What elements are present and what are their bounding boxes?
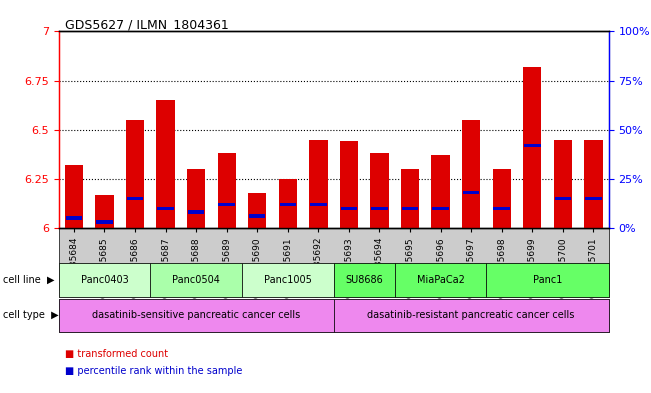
Text: SU8686: SU8686	[345, 275, 383, 285]
Text: cell line  ▶: cell line ▶	[3, 275, 55, 285]
Text: Panc1: Panc1	[533, 275, 562, 285]
Bar	[462, 120, 480, 228]
Bar	[310, 203, 327, 206]
Bar	[248, 193, 266, 228]
Bar	[523, 67, 542, 228]
Bar	[493, 207, 510, 210]
Text: cell type  ▶: cell type ▶	[3, 310, 59, 320]
Bar	[187, 169, 205, 228]
Text: Panc0403: Panc0403	[81, 275, 128, 285]
Bar	[585, 197, 602, 200]
Bar	[340, 207, 357, 210]
Bar	[555, 197, 571, 200]
Bar	[188, 210, 204, 214]
Bar	[402, 207, 419, 210]
Bar	[309, 140, 327, 228]
Bar	[432, 207, 449, 210]
Bar	[127, 197, 143, 200]
Bar	[249, 215, 266, 218]
Bar	[158, 207, 174, 210]
Bar	[217, 153, 236, 228]
Bar	[493, 169, 511, 228]
Text: ■ transformed count: ■ transformed count	[65, 349, 168, 359]
Bar	[279, 203, 296, 206]
Text: ■ percentile rank within the sample: ■ percentile rank within the sample	[65, 366, 242, 376]
Bar	[156, 100, 174, 228]
Text: MiaPaCa2: MiaPaCa2	[417, 275, 465, 285]
Bar	[96, 220, 113, 224]
Bar	[66, 217, 82, 220]
Text: dasatinib-resistant pancreatic cancer cells: dasatinib-resistant pancreatic cancer ce…	[367, 310, 575, 320]
Bar	[64, 165, 83, 228]
Bar	[432, 155, 450, 228]
Bar	[340, 141, 358, 228]
Bar	[524, 144, 540, 147]
Text: GDS5627 / ILMN_1804361: GDS5627 / ILMN_1804361	[65, 18, 229, 31]
Bar	[463, 191, 479, 195]
Bar	[371, 207, 388, 210]
Bar	[126, 120, 144, 228]
Text: dasatinib-sensitive pancreatic cancer cells: dasatinib-sensitive pancreatic cancer ce…	[92, 310, 300, 320]
Bar	[401, 169, 419, 228]
Bar	[95, 195, 113, 228]
Bar	[553, 140, 572, 228]
Bar	[219, 203, 235, 206]
Text: Panc1005: Panc1005	[264, 275, 312, 285]
Text: Panc0504: Panc0504	[172, 275, 220, 285]
Bar	[584, 140, 603, 228]
Bar	[370, 153, 389, 228]
Bar	[279, 179, 297, 228]
